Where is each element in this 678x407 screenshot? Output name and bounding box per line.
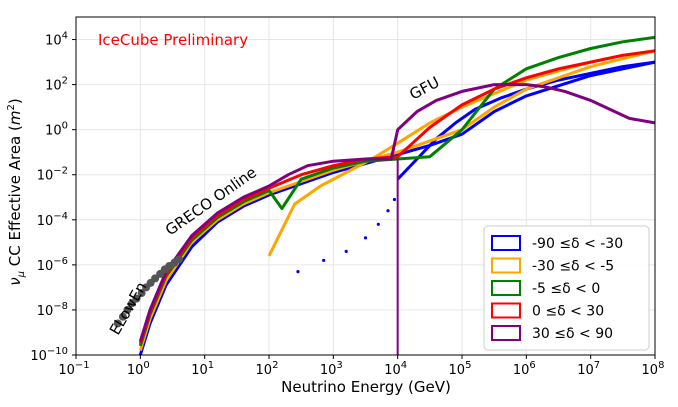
y-axis-label: νμ CC Effective Area (m2) <box>6 98 27 285</box>
series-point-0 <box>386 209 390 213</box>
y-tick-label: 104 <box>45 31 68 49</box>
legend-label-3: 0 ≤δ < 30 <box>532 304 604 320</box>
legend-swatch-4 <box>491 325 521 341</box>
x-tick-label: 107 <box>577 360 600 378</box>
legend-box <box>483 225 650 351</box>
x-tick-label: 103 <box>320 360 343 378</box>
series-point-0 <box>296 270 300 274</box>
icecube-preliminary-label: IceCube Preliminary <box>98 31 248 49</box>
legend-swatch-3 <box>491 302 521 319</box>
elowen-point <box>132 294 141 303</box>
x-tick-label: 101 <box>191 360 214 378</box>
legend-label-2: -5 ≤δ < 0 <box>532 281 600 297</box>
legend: -90 ≤δ < -30 -30 ≤δ < -5 -5 ≤δ < 0 0 ≤δ < 3… <box>483 225 650 351</box>
x-tick-label: 10−1 <box>58 360 89 378</box>
legend-label-0: -90 ≤δ < -30 <box>532 236 623 252</box>
y-tick-label: 100 <box>45 121 68 139</box>
series-point-0 <box>392 197 397 202</box>
y-tick-label: 10−8 <box>37 301 68 319</box>
legend-label-4: 30 ≤δ < 90 <box>532 326 613 342</box>
elowen-point <box>118 312 127 321</box>
legend-swatch-2 <box>491 280 521 296</box>
x-tick-label: 105 <box>449 360 472 378</box>
elowen-point <box>174 255 183 264</box>
elowen-point <box>123 305 132 314</box>
series-layer <box>113 35 656 356</box>
legend-label-1: -30 ≤δ < -5 <box>532 259 614 275</box>
y-tick-label: 10−6 <box>37 256 68 274</box>
series-upper-branch-0 <box>396 60 656 181</box>
x-axis-label: Neutrino Energy (GeV) <box>281 378 451 396</box>
series-line-2 <box>138 35 656 347</box>
y-tick-label: 10−10 <box>30 346 68 364</box>
elowen-point <box>137 289 146 298</box>
series-point-0 <box>376 222 380 226</box>
legend-swatch-1 <box>491 257 521 274</box>
x-tick-label: 100 <box>127 360 150 378</box>
series-point-0 <box>363 236 368 240</box>
y-tick-label: 10−4 <box>37 211 68 229</box>
y-tick-label: 10−2 <box>37 166 68 184</box>
x-tick-label: 106 <box>513 360 536 378</box>
x-tick-label: 108 <box>642 360 665 378</box>
elowen-point <box>113 319 122 328</box>
plot-frame <box>75 16 656 356</box>
legend-swatch-0 <box>491 235 521 251</box>
series-line-0 <box>138 60 656 356</box>
series-point-0 <box>344 249 348 253</box>
x-tick-label: 104 <box>384 360 407 378</box>
x-tick-label: 102 <box>256 360 279 378</box>
y-tick-label: 102 <box>45 76 68 94</box>
axis-ticks: 10−1 100 101 102 103 104 105 106 107 108 10−10 10−8… <box>30 31 664 378</box>
series-line-4 <box>138 83 656 342</box>
elowen-point <box>151 274 160 283</box>
series-point-0 <box>322 258 326 262</box>
series-line-1 <box>138 49 656 351</box>
